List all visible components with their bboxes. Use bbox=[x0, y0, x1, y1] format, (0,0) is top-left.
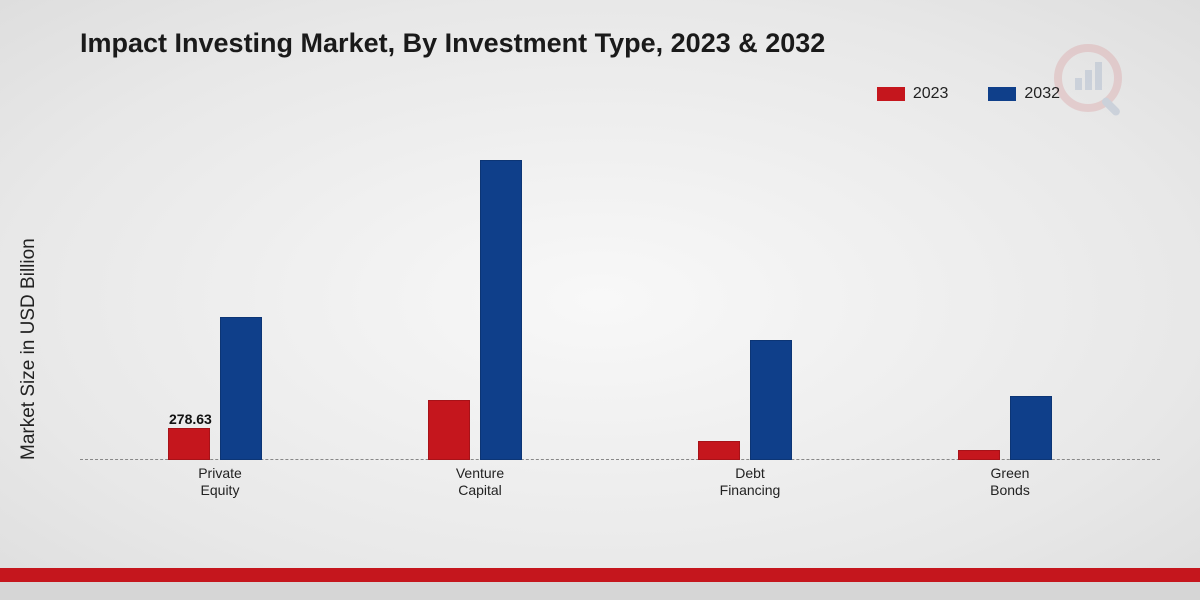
category-label-private-equity: Private Equity bbox=[140, 465, 300, 499]
bar-2032-venture-capital bbox=[480, 160, 522, 460]
legend-swatch-2032 bbox=[988, 87, 1016, 101]
footer-grey-bar bbox=[0, 582, 1200, 600]
bar-2023-green-bonds bbox=[958, 450, 1000, 460]
bar-2032-green-bonds bbox=[1010, 396, 1052, 460]
bar-2023-private-equity: 278.63 bbox=[168, 428, 210, 460]
chart-title: Impact Investing Market, By Investment T… bbox=[80, 28, 825, 59]
bar-2023-venture-capital bbox=[428, 400, 470, 460]
category-label-green-bonds: Green Bonds bbox=[930, 465, 1090, 499]
bar-2032-debt-financing bbox=[750, 340, 792, 460]
bar-2023-debt-financing bbox=[698, 441, 740, 460]
value-label-278-63: 278.63 bbox=[169, 411, 209, 429]
legend-item-2032: 2032 bbox=[988, 85, 1060, 103]
legend-label-2023: 2023 bbox=[913, 85, 949, 103]
y-axis-label: Market Size in USD Billion bbox=[18, 238, 40, 460]
watermark-logo bbox=[1050, 40, 1140, 130]
bar-2032-private-equity bbox=[220, 317, 262, 460]
legend-swatch-2023 bbox=[877, 87, 905, 101]
legend-item-2023: 2023 bbox=[877, 85, 949, 103]
plot-area: 278.63 Private Equity Venture Capital De… bbox=[80, 140, 1160, 500]
legend: 2023 2032 bbox=[877, 85, 1060, 103]
category-label-debt-financing: Debt Financing bbox=[670, 465, 830, 499]
footer-red-bar bbox=[0, 568, 1200, 582]
chart-page: Impact Investing Market, By Investment T… bbox=[0, 0, 1200, 600]
category-label-venture-capital: Venture Capital bbox=[400, 465, 560, 499]
legend-label-2032: 2032 bbox=[1024, 85, 1060, 103]
